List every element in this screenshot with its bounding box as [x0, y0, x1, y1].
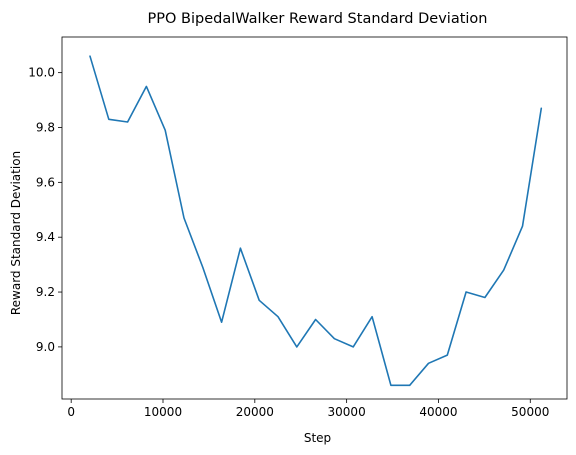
series-line: [89, 55, 543, 387]
y-tick-label: 9.8: [36, 121, 55, 135]
x-tick-label: 30000: [328, 405, 366, 419]
y-tick-label: 10.0: [28, 66, 55, 80]
x-tick-label: 20000: [236, 405, 274, 419]
x-tick-label: 50000: [511, 405, 549, 419]
y-axis-label: Reward Standard Deviation: [9, 151, 23, 315]
plot-frame: [61, 36, 568, 400]
x-tick-label: 0: [67, 405, 75, 419]
plot-area: [61, 36, 568, 400]
y-tick-label: 9.4: [36, 230, 55, 244]
y-tick-label: 9.6: [36, 175, 55, 189]
x-axis: 0 10000 20000 30000 40000 50000: [67, 399, 549, 419]
y-axis: 9.0 9.2 9.4 9.6 9.8 10.0: [28, 66, 62, 354]
x-axis-label: Step: [304, 431, 331, 445]
y-tick-label: 9.2: [36, 285, 55, 299]
x-tick-label: 10000: [144, 405, 182, 419]
chart-title: PPO BipedalWalker Reward Standard Deviat…: [148, 11, 488, 27]
y-tick-label: 9.0: [36, 340, 55, 354]
x-tick-label: 40000: [419, 405, 457, 419]
